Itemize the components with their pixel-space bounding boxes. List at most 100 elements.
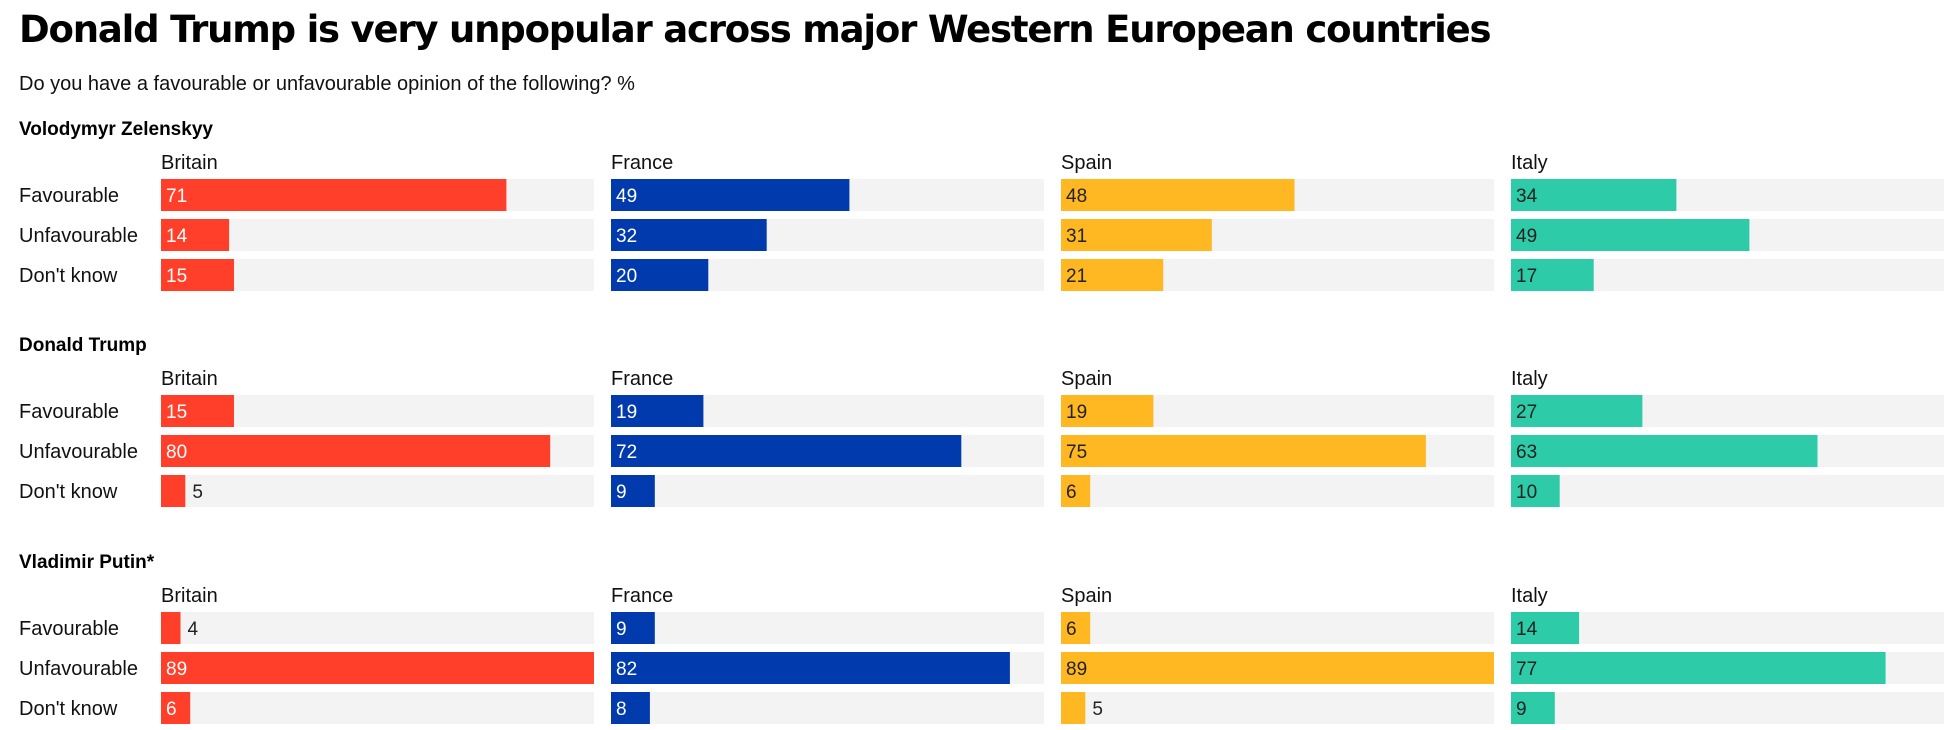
country-label-france: France — [611, 585, 673, 607]
chart-title: Donald Trump is very unpopular across ma… — [19, 8, 1492, 51]
bar-volodymyr-zelenskyy-britain-favourable — [161, 179, 507, 211]
value-label: 89 — [1066, 659, 1087, 680]
country-label-britain: Britain — [161, 368, 218, 390]
country-label-france: France — [611, 152, 673, 174]
value-label: 27 — [1516, 402, 1537, 423]
value-label: 89 — [166, 659, 187, 680]
value-label: 9 — [1516, 699, 1527, 720]
section-donald-trump: Donald Trump Favourable Unfavourable Don't … — [19, 335, 1944, 507]
value-label: 6 — [1066, 482, 1077, 503]
bar-vladimir-putin-spain-unfavourable — [1061, 652, 1494, 684]
row-label-don-t-know: Don't know — [19, 265, 118, 287]
row-label-favourable: Favourable — [19, 401, 119, 423]
value-label: 5 — [1092, 699, 1103, 720]
bar-volodymyr-zelenskyy-france-don-t-know — [611, 259, 709, 291]
bar-donald-trump-spain-don-t-know — [1061, 475, 1091, 507]
bar-track — [611, 612, 1044, 644]
bar-donald-trump-britain-don-t-know — [161, 475, 186, 507]
section-title: Donald Trump — [19, 335, 147, 356]
bar-track — [161, 692, 594, 724]
bar-vladimir-putin-france-favourable — [611, 612, 655, 644]
bar-donald-trump-britain-favourable — [161, 395, 234, 427]
bar-track — [611, 475, 1044, 507]
value-label: 31 — [1066, 226, 1087, 247]
bar-track — [1061, 612, 1494, 644]
value-label: 4 — [187, 619, 198, 640]
value-label: 10 — [1516, 482, 1537, 503]
row-label-unfavourable: Unfavourable — [19, 658, 138, 680]
row-label-don-t-know: Don't know — [19, 481, 118, 503]
bar-vladimir-putin-italy-don-t-know — [1511, 692, 1555, 724]
value-label: 14 — [1516, 619, 1538, 640]
value-label: 49 — [616, 186, 637, 207]
bar-volodymyr-zelenskyy-spain-don-t-know — [1061, 259, 1164, 291]
value-label: 63 — [1516, 442, 1537, 463]
value-label: 6 — [1066, 619, 1077, 640]
value-label: 21 — [1066, 266, 1087, 287]
country-label-italy: Italy — [1511, 368, 1548, 390]
bar-donald-trump-france-favourable — [611, 395, 704, 427]
country-label-britain: Britain — [161, 152, 218, 174]
bar-donald-trump-spain-favourable — [1061, 395, 1154, 427]
bar-vladimir-putin-france-don-t-know — [611, 692, 650, 724]
bar-donald-trump-italy-unfavourable — [1511, 435, 1818, 467]
bar-volodymyr-zelenskyy-france-favourable — [611, 179, 850, 211]
bar-track — [161, 475, 594, 507]
bar-donald-trump-britain-unfavourable — [161, 435, 551, 467]
value-label: 9 — [616, 482, 627, 503]
bar-volodymyr-zelenskyy-britain-unfavourable — [161, 219, 230, 251]
value-label: 19 — [1066, 402, 1087, 423]
bar-donald-trump-france-unfavourable — [611, 435, 962, 467]
value-label: 32 — [616, 226, 637, 247]
bar-track — [1511, 692, 1944, 724]
bar-vladimir-putin-italy-favourable — [1511, 612, 1580, 644]
value-label: 8 — [616, 699, 627, 720]
bar-donald-trump-france-don-t-know — [611, 475, 655, 507]
bar-track — [161, 612, 594, 644]
bar-track — [611, 692, 1044, 724]
row-label-unfavourable: Unfavourable — [19, 441, 138, 463]
bar-vladimir-putin-italy-unfavourable — [1511, 652, 1886, 684]
value-label: 17 — [1516, 266, 1537, 287]
bar-track — [1061, 475, 1494, 507]
bar-volodymyr-zelenskyy-spain-favourable — [1061, 179, 1295, 211]
country-label-spain: Spain — [1061, 368, 1112, 390]
bar-vladimir-putin-britain-unfavourable — [161, 652, 594, 684]
country-label-italy: Italy — [1511, 585, 1548, 607]
row-label-favourable: Favourable — [19, 618, 119, 640]
value-label: 34 — [1516, 186, 1538, 207]
value-label: 15 — [166, 266, 187, 287]
value-label: 19 — [616, 402, 637, 423]
bar-donald-trump-italy-don-t-know — [1511, 475, 1560, 507]
value-label: 9 — [616, 619, 627, 640]
bar-vladimir-putin-britain-favourable — [161, 612, 181, 644]
bar-volodymyr-zelenskyy-britain-don-t-know — [161, 259, 234, 291]
row-label-favourable: Favourable — [19, 185, 119, 207]
chart-subtitle: Do you have a favourable or unfavourable… — [19, 73, 635, 95]
value-label: 80 — [166, 442, 187, 463]
value-label: 48 — [1066, 186, 1087, 207]
country-label-france: France — [611, 368, 673, 390]
bar-track — [161, 219, 594, 251]
row-label-don-t-know: Don't know — [19, 698, 118, 720]
country-label-italy: Italy — [1511, 152, 1548, 174]
bar-track — [1511, 475, 1944, 507]
bar-volodymyr-zelenskyy-spain-unfavourable — [1061, 219, 1212, 251]
bar-volodymyr-zelenskyy-italy-don-t-know — [1511, 259, 1594, 291]
value-label: 14 — [166, 226, 188, 247]
country-label-britain: Britain — [161, 585, 218, 607]
bar-volodymyr-zelenskyy-italy-unfavourable — [1511, 219, 1750, 251]
country-label-spain: Spain — [1061, 152, 1112, 174]
bar-volodymyr-zelenskyy-france-unfavourable — [611, 219, 767, 251]
value-label: 20 — [616, 266, 637, 287]
value-label: 5 — [192, 482, 203, 503]
bar-vladimir-putin-france-unfavourable — [611, 652, 1010, 684]
row-label-unfavourable: Unfavourable — [19, 225, 138, 247]
section-vladimir-putin: Vladimir Putin* Favourable Unfavourable Don… — [19, 552, 1944, 724]
value-label: 49 — [1516, 226, 1537, 247]
section-title: Vladimir Putin* — [19, 552, 155, 573]
section-volodymyr-zelenskyy: Volodymyr Zelenskyy Favourable Unfavourabl… — [19, 119, 1944, 291]
value-label: 15 — [166, 402, 187, 423]
bar-donald-trump-spain-unfavourable — [1061, 435, 1426, 467]
